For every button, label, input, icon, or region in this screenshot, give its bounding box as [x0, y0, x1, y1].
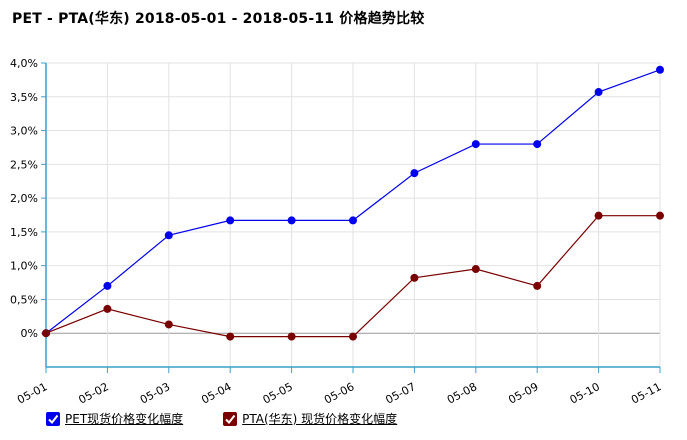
x-tick-label: 05-05: [261, 380, 295, 406]
y-tick-label: 2,5%: [10, 158, 38, 171]
x-tick-label: 05-07: [383, 380, 417, 406]
series-2-point: [349, 332, 357, 341]
series-2-point: [287, 332, 296, 341]
series-1-point: [226, 216, 235, 225]
y-tick-label: 1,0%: [10, 260, 38, 273]
series-2-point: [164, 320, 173, 329]
y-tick-label: 4,0%: [10, 57, 38, 70]
y-tick-label: 0%: [21, 327, 38, 340]
x-tick-label: 05-04: [199, 380, 233, 406]
legend-item-1[interactable]: PET现货价格变化幅度: [46, 410, 183, 427]
series-1-point: [656, 65, 664, 74]
series-1-point: [533, 140, 542, 149]
series-2-point: [103, 304, 112, 313]
y-tick-label: 2,0%: [10, 192, 38, 205]
y-tick-label: 3,5%: [10, 91, 38, 104]
chart-title: PET - PTA(华东) 2018-05-01 - 2018-05-11 价格…: [12, 11, 425, 27]
chart-legend: PET现货价格变化幅度 PTA(华东) 现货价格变化幅度: [46, 410, 397, 427]
x-tick-label: 05-11: [629, 380, 663, 406]
x-tick-label: 05-02: [76, 380, 110, 406]
series-2-point: [226, 332, 235, 341]
legend-label: PTA(华东) 现货价格变化幅度: [242, 412, 398, 426]
checkbox-icon[interactable]: [46, 411, 60, 426]
series-2-point: [410, 273, 419, 282]
x-tick-label: 05-09: [506, 380, 540, 406]
legend-item-2[interactable]: PTA(华东) 现货价格变化幅度: [223, 410, 397, 427]
x-tick-label: 05-06: [322, 380, 356, 406]
y-tick-label: 0,5%: [10, 293, 38, 306]
x-tick-label: 05-01: [15, 380, 49, 406]
legend-label: PET现货价格变化幅度: [65, 412, 184, 426]
x-tick-label: 05-08: [445, 380, 479, 406]
series-2-point: [533, 281, 542, 290]
series-1-point: [594, 88, 603, 97]
series-1-point: [410, 169, 419, 178]
series-1-point: [349, 216, 357, 225]
series-1-point: [471, 140, 480, 149]
y-tick-label: 3,0%: [10, 125, 38, 138]
x-tick-label: 05-10: [568, 380, 602, 406]
series-1-point: [164, 231, 173, 240]
series-2-point: [42, 329, 50, 338]
series-2-point: [471, 265, 480, 274]
x-tick-label: 05-03: [138, 380, 172, 406]
series-2-point: [594, 211, 603, 220]
series-1-point: [287, 216, 296, 225]
y-tick-label: 1,5%: [10, 226, 38, 239]
series-1-point: [103, 281, 112, 290]
series-2-point: [656, 211, 664, 220]
checkbox-icon[interactable]: [223, 411, 238, 426]
